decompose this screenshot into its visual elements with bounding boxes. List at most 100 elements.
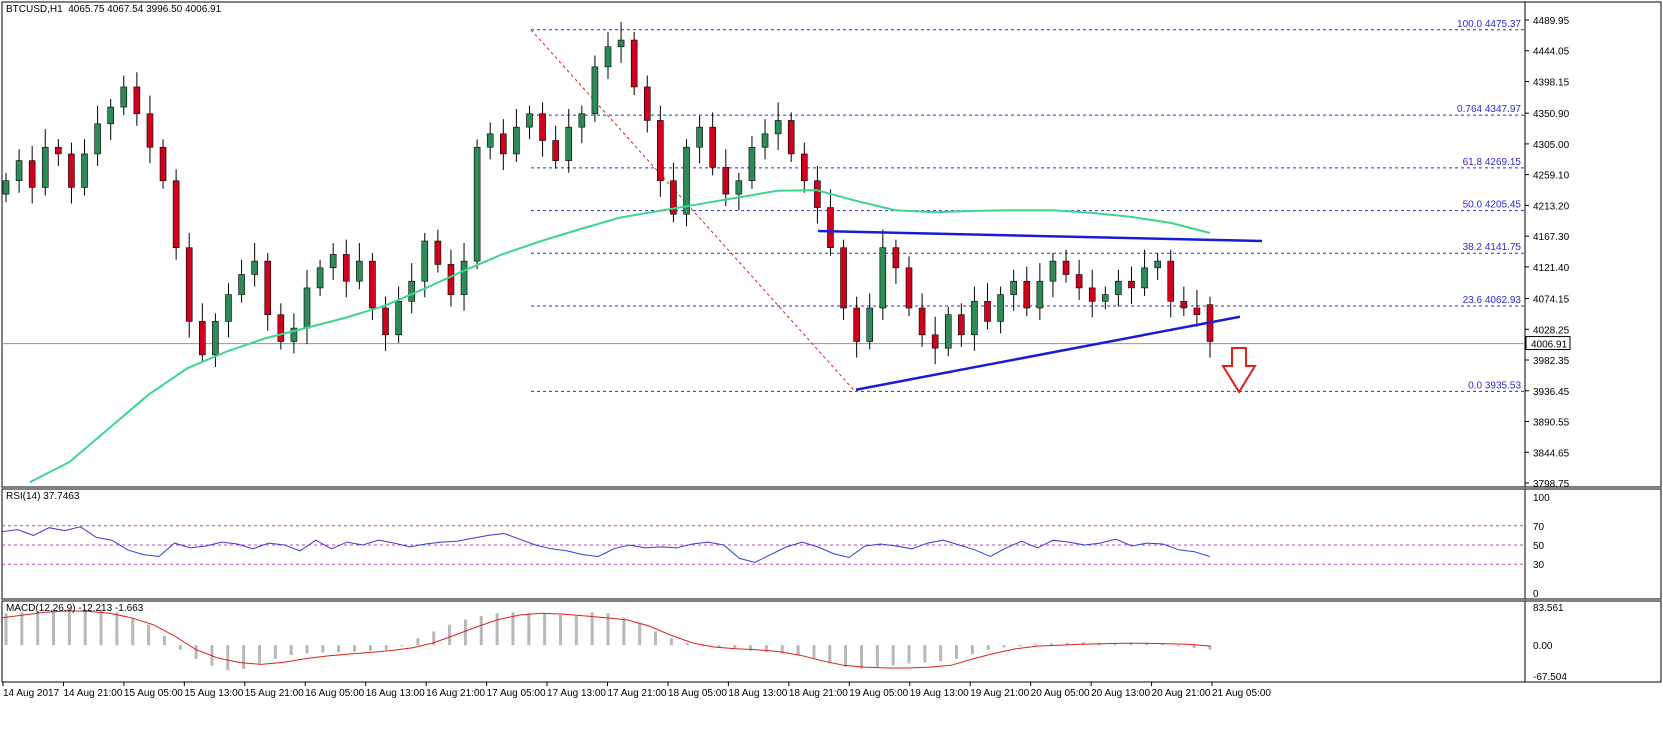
macd-bar xyxy=(717,645,721,648)
price-tick-label: 3982.35 xyxy=(1533,356,1570,367)
macd-bar xyxy=(337,645,341,653)
candle-body xyxy=(801,153,808,182)
candle-body xyxy=(185,247,193,322)
candle-body xyxy=(395,301,402,336)
price-tick-label: 4350.90 xyxy=(1533,109,1570,120)
macd-bar xyxy=(511,612,515,646)
candle-body xyxy=(382,307,389,336)
time-tick-label: 19 Aug 13:00 xyxy=(910,688,969,699)
macd-bar xyxy=(178,645,182,650)
macd-title: MACD(12,26,9) -12.213 -1.663 xyxy=(6,603,144,614)
macd-bar xyxy=(859,645,863,669)
time-tick-label: 19 Aug 05:00 xyxy=(849,688,908,699)
macd-bar xyxy=(1176,645,1180,647)
candle-body xyxy=(578,113,586,128)
macd-bar xyxy=(1113,643,1117,646)
support-trendline xyxy=(855,315,1241,391)
fibonacci-levels: 100.0 4475.37 0.764 4347.97 61.8 4269.15 50… xyxy=(530,19,1525,392)
candle-body xyxy=(761,133,769,148)
price-tick-label: 3798.75 xyxy=(1533,479,1570,490)
candle-body xyxy=(15,160,23,182)
macd-tick-label: 0.00 xyxy=(1533,641,1553,652)
fib-label: 61.8 4269.15 xyxy=(1463,157,1522,168)
candle-body xyxy=(526,113,533,128)
macd-bar xyxy=(1145,642,1149,646)
candle-body xyxy=(1075,274,1083,289)
fib-label: 0.0 3935.53 xyxy=(1468,380,1521,391)
candle-body xyxy=(408,280,415,302)
chart-title: BTCUSD,H1 4065.75 4067.54 3996.50 4006.9… xyxy=(6,4,222,15)
macd-bar xyxy=(416,638,420,646)
time-tick-label: 16 Aug 05:00 xyxy=(305,688,364,699)
macd-bar xyxy=(1050,643,1054,646)
macd-bar xyxy=(1208,645,1212,650)
macd-bar xyxy=(273,645,277,659)
candle-body xyxy=(1062,260,1070,275)
macd-bar xyxy=(242,645,246,669)
candle-body xyxy=(905,267,913,309)
time-tick-label: 20 Aug 13:00 xyxy=(1091,688,1150,699)
candle-body xyxy=(748,146,756,182)
macd-bar xyxy=(67,609,71,646)
candle-body xyxy=(958,314,965,336)
price-tick-label: 4074.15 xyxy=(1533,295,1570,306)
rsi-tick-label: 100 xyxy=(1533,493,1550,504)
candle-body xyxy=(41,146,49,188)
macd-bar xyxy=(844,645,848,668)
candle-body xyxy=(722,167,730,195)
candle-body xyxy=(1010,280,1017,295)
candle-body xyxy=(1128,280,1135,289)
price-tick-label: 4259.10 xyxy=(1533,171,1570,182)
macd-bar xyxy=(749,645,753,651)
candle-body xyxy=(146,113,154,148)
macd-tick-label: -67.504 xyxy=(1533,672,1567,683)
candle-body xyxy=(984,301,991,322)
rsi-line xyxy=(1,526,1211,563)
candle-body xyxy=(683,146,690,215)
macd-bar xyxy=(939,645,943,662)
price-tick-label: 3936.45 xyxy=(1533,387,1570,398)
candle-body xyxy=(1088,287,1096,302)
price-tick-label: 4028.25 xyxy=(1533,325,1570,336)
candles xyxy=(2,21,1214,367)
candle-body xyxy=(212,321,219,356)
candle-body xyxy=(473,146,481,262)
macd-bar xyxy=(321,645,325,653)
candle-body xyxy=(604,46,612,68)
candle-body xyxy=(1102,294,1109,302)
macd-bar xyxy=(448,624,452,646)
macd-bar xyxy=(780,645,784,654)
candle-body xyxy=(853,307,860,342)
candle-body xyxy=(735,180,743,195)
time-tick-label: 15 Aug 21:00 xyxy=(245,688,304,699)
time-tick-label: 18 Aug 13:00 xyxy=(728,688,787,699)
macd-bar xyxy=(289,645,293,656)
macd-bar xyxy=(1065,642,1069,646)
macd-bar xyxy=(131,617,135,646)
candle-body xyxy=(434,240,442,265)
macd-bar xyxy=(527,613,531,646)
time-tick-label: 19 Aug 21:00 xyxy=(970,688,1029,699)
trendlines xyxy=(817,229,1263,391)
macd-bar xyxy=(654,631,658,646)
candle-body xyxy=(657,120,664,182)
macd-bar xyxy=(495,613,499,646)
macd-bar xyxy=(1160,643,1164,646)
candle-body xyxy=(1049,260,1057,282)
macd-bar xyxy=(368,645,372,651)
candle-body xyxy=(696,126,703,148)
candle-body xyxy=(866,307,874,342)
candle-body xyxy=(251,260,258,275)
macd-bar xyxy=(986,645,990,650)
macd-bar xyxy=(257,645,261,664)
candle-body xyxy=(617,39,625,48)
macd-bar xyxy=(891,645,895,666)
down-arrow-icon xyxy=(1221,347,1257,394)
candle-body xyxy=(55,146,62,155)
rsi-panel: 100 70 50 30 0 xyxy=(1,493,1550,600)
macd-bar xyxy=(1002,645,1006,648)
time-tick-label: 20 Aug 05:00 xyxy=(1031,688,1090,699)
price-axis: 4489.95 4444.05 4398.15 4350.90 4305.00 4259.… xyxy=(1525,16,1571,490)
